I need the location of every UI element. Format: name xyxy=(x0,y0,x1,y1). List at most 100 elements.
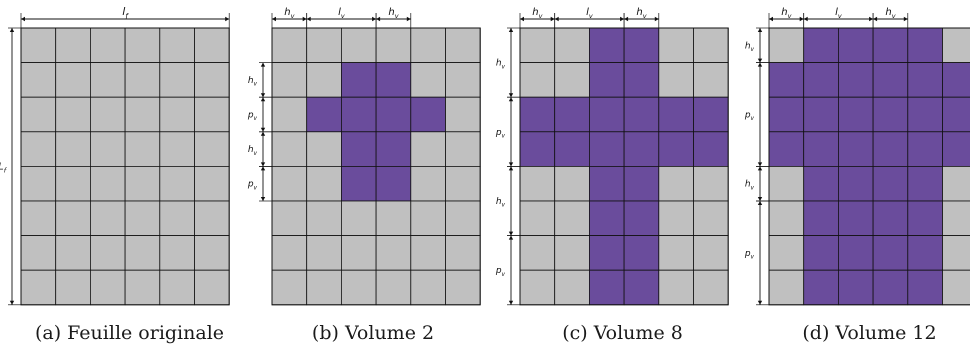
cell xyxy=(340,235,377,271)
cell xyxy=(942,269,970,306)
cell-highlighted xyxy=(589,27,625,63)
cell xyxy=(519,200,556,236)
cell xyxy=(271,165,308,202)
dim-top-label: lv xyxy=(835,7,842,20)
cell xyxy=(194,131,230,167)
cell xyxy=(90,235,126,271)
cell-highlighted xyxy=(803,62,839,98)
cell-highlighted xyxy=(623,269,660,306)
cell-highlighted xyxy=(838,27,874,63)
cell xyxy=(159,62,195,98)
cell-highlighted xyxy=(623,165,660,202)
cell xyxy=(306,269,342,306)
cell-highlighted xyxy=(768,62,805,98)
cell xyxy=(519,27,556,63)
grid-border xyxy=(20,27,230,306)
cell xyxy=(554,165,590,202)
dim-top-label: hv xyxy=(636,7,646,20)
cell-highlighted xyxy=(803,131,839,167)
cell xyxy=(519,165,556,202)
cell xyxy=(306,235,342,271)
cell xyxy=(658,27,694,63)
cell xyxy=(90,96,126,133)
cell-highlighted xyxy=(375,131,412,167)
dim-top-label: lf xyxy=(122,5,129,20)
cell-highlighted xyxy=(340,131,377,167)
cell xyxy=(554,200,590,236)
dim-left-label: pv xyxy=(744,249,755,261)
cell-highlighted xyxy=(803,165,839,202)
cell-highlighted xyxy=(838,235,874,271)
dim-left-label: pv xyxy=(247,180,258,192)
cell xyxy=(693,200,729,236)
dim-top-label: lv xyxy=(338,7,345,20)
cell xyxy=(20,131,57,167)
cell xyxy=(410,200,446,236)
cell xyxy=(693,165,729,202)
cell xyxy=(519,62,556,98)
cell xyxy=(410,235,446,271)
cell xyxy=(768,27,805,63)
cell xyxy=(194,27,230,63)
cell-highlighted xyxy=(768,96,805,133)
cell xyxy=(159,96,195,133)
cell-highlighted xyxy=(838,165,874,202)
cell-highlighted xyxy=(623,131,660,167)
cell xyxy=(124,62,161,98)
cell xyxy=(271,96,308,133)
dim-left-label: hv xyxy=(248,76,258,88)
cell xyxy=(375,200,412,236)
cell xyxy=(410,131,446,167)
cell-highlighted xyxy=(589,235,625,271)
cell xyxy=(693,235,729,271)
cell xyxy=(658,165,694,202)
dim-left-label: pv xyxy=(247,111,258,123)
cell-highlighted xyxy=(872,131,909,167)
cell xyxy=(159,27,195,63)
dim-top-label: hv xyxy=(388,7,398,20)
dim-left-label: pv xyxy=(495,266,506,278)
cell xyxy=(445,62,481,98)
cell xyxy=(159,165,195,202)
cell xyxy=(410,62,446,98)
cell xyxy=(554,27,590,63)
cell xyxy=(194,200,230,236)
cell xyxy=(271,200,308,236)
cell xyxy=(124,200,161,236)
cell-highlighted xyxy=(872,62,909,98)
cell xyxy=(20,269,57,306)
cell xyxy=(375,269,412,306)
cell-highlighted xyxy=(803,96,839,133)
cell-highlighted xyxy=(838,62,874,98)
cell-highlighted xyxy=(658,131,694,167)
cell-highlighted xyxy=(907,165,943,202)
dim-top-label: hv xyxy=(532,7,542,20)
cell-highlighted xyxy=(623,235,660,271)
cell xyxy=(554,62,590,98)
cell-highlighted xyxy=(872,235,909,271)
cell-highlighted xyxy=(623,200,660,236)
cell xyxy=(340,200,377,236)
cell-highlighted xyxy=(340,165,377,202)
dim-left-label: pv xyxy=(744,111,755,123)
cell xyxy=(942,27,970,63)
cell xyxy=(658,269,694,306)
cell xyxy=(693,269,729,306)
dim-top-label: hv xyxy=(781,7,791,20)
dim-top-label: hv xyxy=(885,7,895,20)
cell-highlighted xyxy=(907,62,943,98)
cell-highlighted xyxy=(907,131,943,167)
cell xyxy=(90,131,126,167)
cell xyxy=(90,165,126,202)
cell xyxy=(20,62,57,98)
cell xyxy=(942,200,970,236)
cell-highlighted xyxy=(623,96,660,133)
cell xyxy=(445,131,481,167)
cell xyxy=(124,96,161,133)
cell-highlighted xyxy=(340,62,377,98)
cell xyxy=(658,200,694,236)
cell-highlighted xyxy=(907,269,943,306)
caption-c: (c) Volume 8 xyxy=(562,322,683,344)
cell-highlighted xyxy=(803,235,839,271)
